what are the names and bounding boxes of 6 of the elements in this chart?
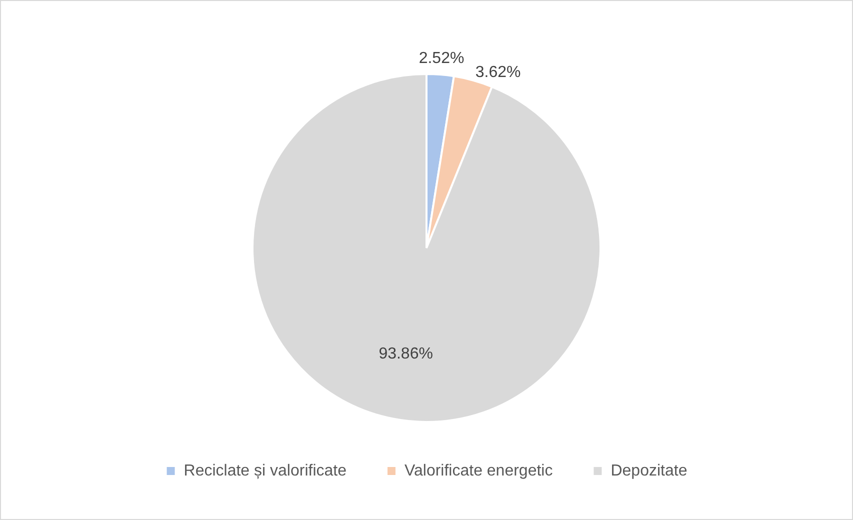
legend-label: Valorificate energetic: [404, 462, 553, 480]
data-label: 3.62%: [475, 64, 521, 82]
data-label: 2.52%: [418, 50, 464, 67]
legend-label: Depozitate: [610, 462, 688, 480]
data-label: 93.86%: [378, 345, 433, 362]
legend-label: Reciclate și valorificate: [184, 462, 347, 480]
